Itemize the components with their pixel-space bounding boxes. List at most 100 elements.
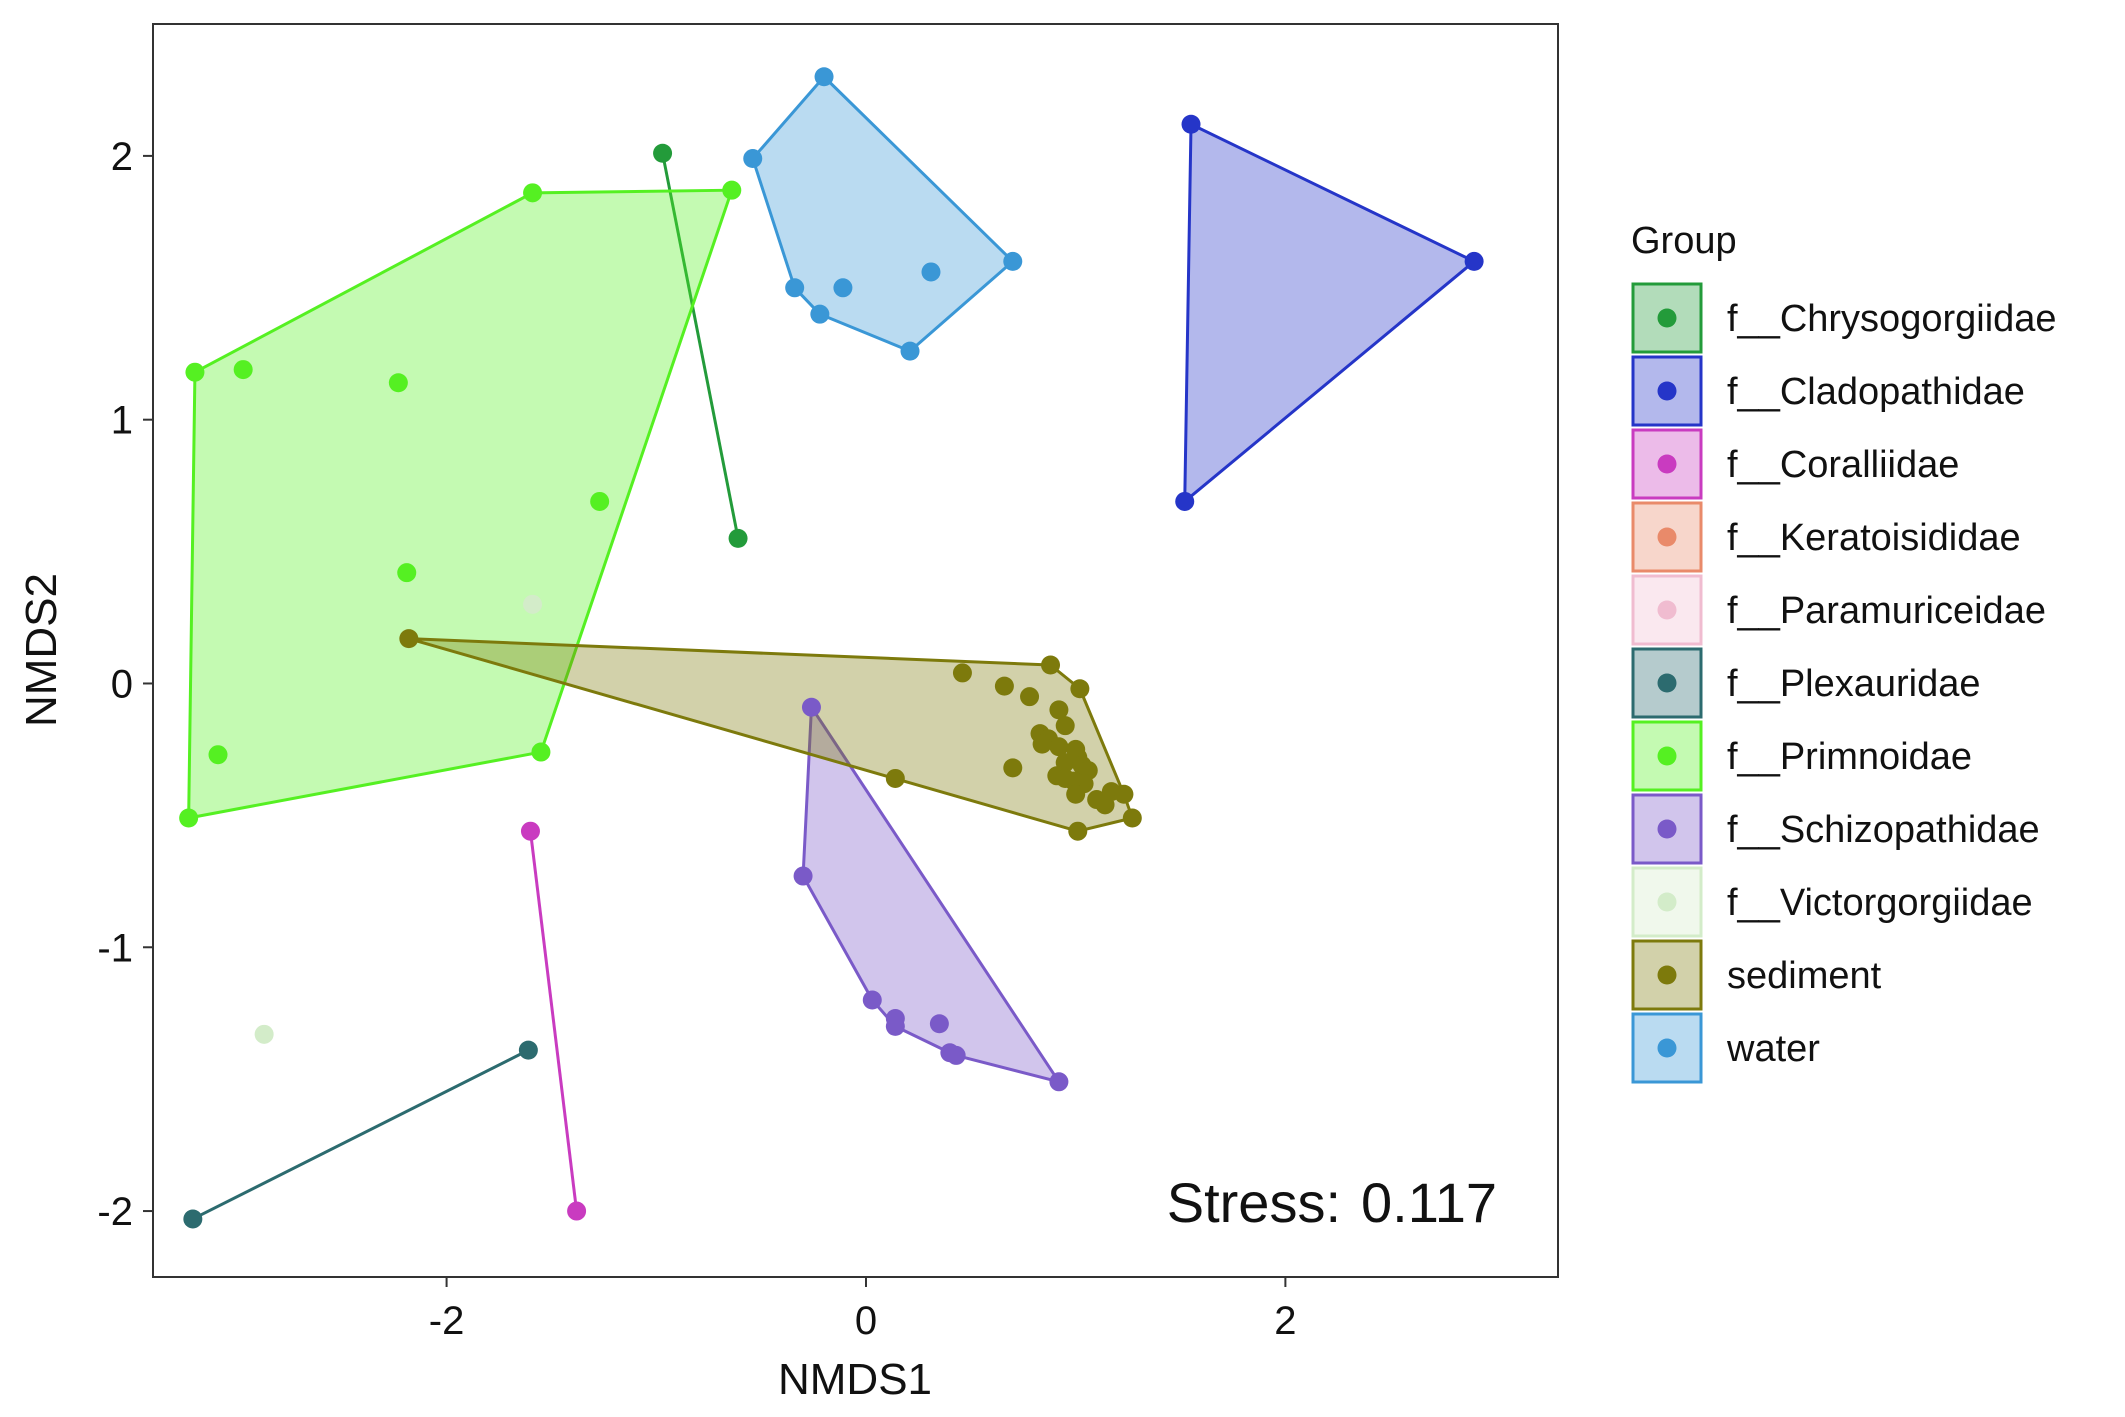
data-point-water: [921, 262, 941, 282]
data-point-f-primnoidae: [523, 183, 543, 203]
stress-label: Stress:: [1167, 1171, 1341, 1234]
data-point-f-coralliidae: [520, 821, 540, 841]
y-tick-label: -2: [97, 1190, 133, 1234]
data-point-f-primnoidae: [179, 808, 199, 828]
y-axis-title: NMDS2: [17, 573, 66, 727]
legend-marker-f-coralliidae: [1657, 454, 1677, 474]
legend-marker-f-primnoidae: [1657, 746, 1677, 766]
x-tick-label: 0: [855, 1299, 877, 1343]
data-point-sediment: [1003, 758, 1023, 778]
legend-marker-f-victorgorgiidae: [1657, 892, 1677, 912]
data-point-sediment: [1049, 737, 1069, 757]
data-point-sediment: [1114, 784, 1134, 804]
data-point-sediment: [1095, 795, 1115, 815]
y-tick-label: 0: [111, 662, 133, 706]
data-point-f-schizopathidae: [801, 697, 821, 717]
data-point-f-chrysogorgiidae: [653, 143, 673, 163]
data-point-f-victorgorgiidae: [523, 594, 543, 614]
x-tick-label: -2: [429, 1299, 465, 1343]
legend-label-f-keratoisididae: f__Keratoisididae: [1727, 517, 2021, 559]
data-point-f-schizopathidae: [862, 990, 882, 1010]
legend-title: Group: [1631, 220, 1737, 262]
stress-annotation: Stress: 0.117: [1167, 1171, 1497, 1234]
data-point-f-primnoidae: [208, 745, 228, 765]
data-point-water: [810, 304, 830, 324]
data-point-sediment: [994, 676, 1014, 696]
data-point-sediment: [1122, 808, 1142, 828]
data-point-water: [1003, 251, 1023, 271]
data-point-water: [814, 67, 834, 87]
data-point-sediment: [952, 663, 972, 683]
data-point-f-cladopathidae: [1181, 114, 1201, 134]
legend-marker-f-paramuriceidae: [1657, 600, 1677, 620]
legend-marker-f-schizopathidae: [1657, 819, 1677, 839]
hull-f-coralliidae: [528, 831, 579, 1212]
data-point-sediment: [1020, 687, 1040, 707]
data-point-sediment: [399, 629, 419, 649]
data-point-f-primnoidae: [590, 491, 610, 511]
data-point-sediment: [1041, 655, 1061, 675]
data-point-f-primnoidae: [185, 362, 205, 382]
data-point-f-schizopathidae: [946, 1045, 966, 1065]
data-point-sediment: [885, 768, 905, 788]
legend-label-f-primnoidae: f__Primnoidae: [1727, 736, 1972, 778]
data-point-f-victorgorgiidae: [254, 1024, 274, 1044]
data-point-f-primnoidae: [397, 563, 417, 583]
point-layer: [179, 67, 1484, 1229]
hull-f-plexauridae: [192, 1048, 530, 1221]
data-point-f-schizopathidae: [929, 1014, 949, 1034]
legend-label-f-paramuriceidae: f__Paramuriceidae: [1727, 590, 2046, 632]
legend-marker-sediment: [1657, 965, 1677, 985]
y-tick-label: -1: [97, 926, 133, 970]
axis-layer: -2 0 2 -2 -1 0 1 2: [97, 135, 1296, 1343]
legend-marker-water: [1657, 1038, 1677, 1058]
data-point-f-cladopathidae: [1464, 251, 1484, 271]
y-tick-label: 2: [111, 135, 133, 179]
legend-label-sediment: sediment: [1727, 955, 1882, 997]
legend-label-f-plexauridae: f__Plexauridae: [1727, 663, 1981, 705]
data-point-sediment: [1055, 716, 1075, 736]
hull-layer: [187, 75, 1476, 1221]
legend: f__Chrysogorgiidae f__Cladopathidae f__Cor…: [1631, 282, 2057, 1084]
legend-label-f-cladopathidae: f__Cladopathidae: [1727, 371, 2025, 413]
data-point-f-plexauridae: [518, 1040, 538, 1060]
data-point-f-coralliidae: [567, 1201, 587, 1221]
data-point-sediment: [1070, 679, 1090, 699]
data-point-f-primnoidae: [388, 373, 408, 393]
plot-panel-border: [152, 23, 1559, 1278]
y-tick-label: 1: [111, 399, 133, 443]
data-point-f-cladopathidae: [1175, 491, 1195, 511]
hull-f-primnoidae: [187, 188, 734, 820]
data-point-water: [743, 149, 763, 169]
stress-value: 0.117: [1361, 1171, 1497, 1234]
hull-f-chrysogorgiidae: [661, 152, 740, 539]
data-point-f-schizopathidae: [1049, 1072, 1069, 1092]
data-point-sediment: [1066, 784, 1086, 804]
data-point-f-chrysogorgiidae: [728, 528, 748, 548]
legend-marker-f-chrysogorgiidae: [1657, 308, 1677, 328]
legend-label-water: water: [1726, 1028, 1820, 1070]
data-point-water: [785, 278, 805, 298]
data-point-f-primnoidae: [233, 360, 253, 380]
legend-label-f-chrysogorgiidae: f__Chrysogorgiidae: [1727, 298, 2057, 340]
data-point-sediment: [1032, 734, 1052, 754]
legend-label-f-schizopathidae: f__Schizopathidae: [1727, 809, 2040, 851]
legend-marker-f-cladopathidae: [1657, 381, 1677, 401]
data-point-f-primnoidae: [722, 180, 742, 200]
data-point-f-schizopathidae: [793, 866, 813, 886]
data-point-water: [833, 278, 853, 298]
x-axis-title: NMDS1: [778, 1355, 932, 1404]
data-point-sediment: [1068, 821, 1088, 841]
legend-label-f-victorgorgiidae: f__Victorgorgiidae: [1727, 882, 2033, 924]
data-point-sediment: [1049, 700, 1069, 720]
hull-f-cladopathidae: [1183, 122, 1476, 503]
data-point-f-schizopathidae: [885, 1016, 905, 1036]
legend-marker-f-keratoisididae: [1657, 527, 1677, 547]
x-tick-label: 2: [1274, 1299, 1296, 1343]
data-point-water: [900, 341, 920, 361]
legend-label-f-coralliidae: f__Coralliidae: [1727, 444, 1959, 486]
legend-marker-f-plexauridae: [1657, 673, 1677, 693]
data-point-f-plexauridae: [183, 1209, 203, 1229]
data-point-f-primnoidae: [531, 742, 551, 762]
